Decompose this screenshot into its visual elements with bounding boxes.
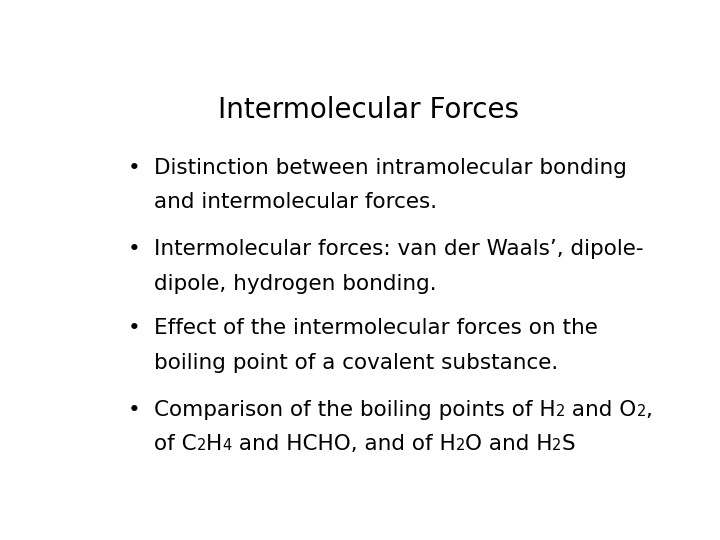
Text: 2: 2: [456, 438, 465, 454]
Text: O and H: O and H: [465, 434, 552, 454]
Text: and HCHO, and of H: and HCHO, and of H: [232, 434, 456, 454]
Text: Intermolecular forces: van der Waals’, dipole-: Intermolecular forces: van der Waals’, d…: [154, 239, 644, 259]
Text: and O: and O: [565, 400, 636, 420]
Text: H: H: [206, 434, 222, 454]
Text: boiling point of a covalent substance.: boiling point of a covalent substance.: [154, 353, 559, 373]
Text: 2: 2: [552, 438, 562, 454]
Text: and intermolecular forces.: and intermolecular forces.: [154, 192, 437, 212]
Text: of C: of C: [154, 434, 197, 454]
Text: Effect of the intermolecular forces on the: Effect of the intermolecular forces on t…: [154, 319, 598, 339]
Text: 2: 2: [636, 404, 646, 420]
Text: dipole, hydrogen bonding.: dipole, hydrogen bonding.: [154, 274, 437, 294]
Text: ,: ,: [646, 400, 652, 420]
Text: Comparison of the boiling points of H: Comparison of the boiling points of H: [154, 400, 556, 420]
Text: •: •: [128, 319, 140, 339]
Text: S: S: [562, 434, 575, 454]
Text: •: •: [128, 239, 140, 259]
Text: •: •: [128, 158, 140, 178]
Text: Intermolecular Forces: Intermolecular Forces: [218, 96, 520, 124]
Text: Distinction between intramolecular bonding: Distinction between intramolecular bondi…: [154, 158, 627, 178]
Text: •: •: [128, 400, 140, 420]
Text: 4: 4: [222, 438, 232, 454]
Text: 2: 2: [197, 438, 206, 454]
Text: 2: 2: [556, 404, 565, 420]
